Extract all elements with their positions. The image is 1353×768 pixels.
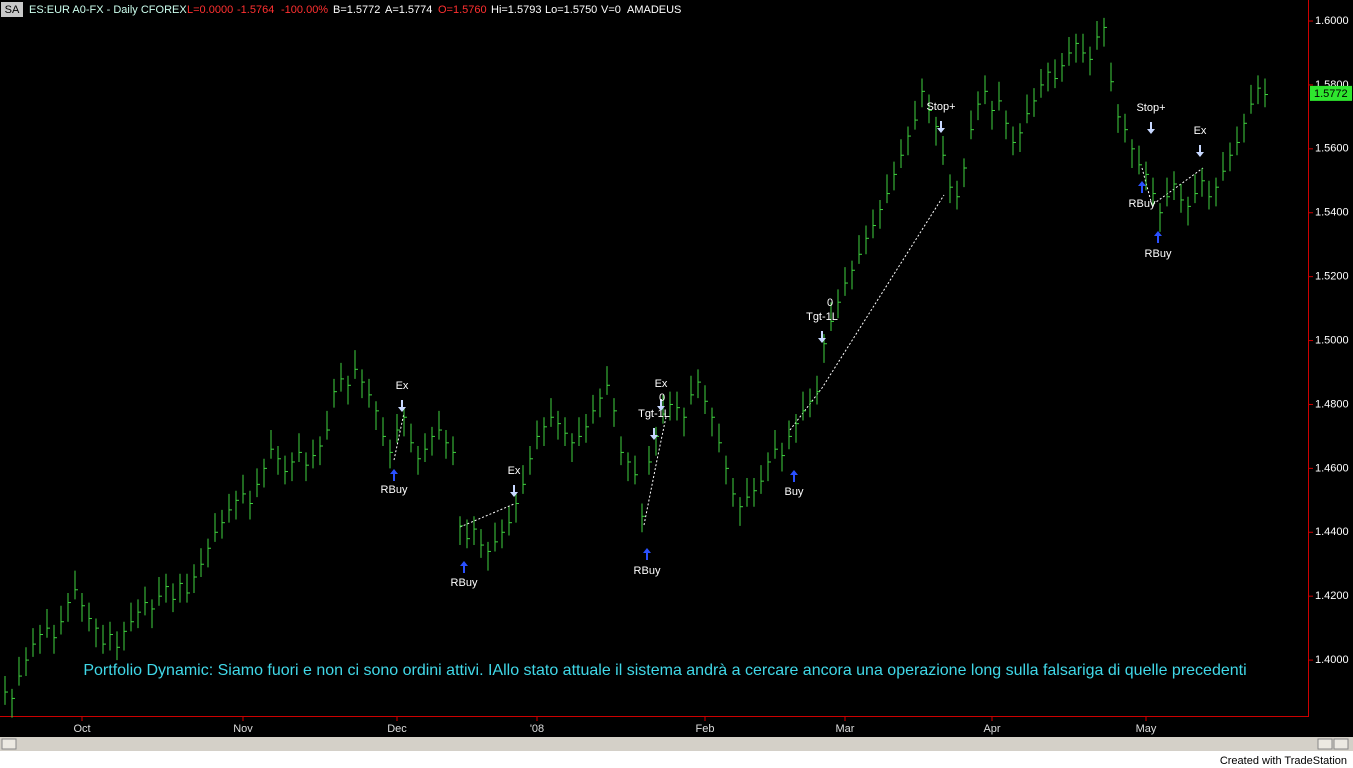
header-ask: A=1.5774 [385,4,432,16]
x-tick-label: Mar [836,723,855,735]
signal-label: Stop+ [1136,102,1165,114]
signal-arrow-down [650,428,658,440]
trade-line [1141,167,1204,206]
symbol-box[interactable] [1,2,23,17]
signal-arrow-up [1154,231,1162,243]
last-price-box [1310,85,1352,101]
signal-label: Ex [655,378,668,390]
signal-label: RBuy [1145,248,1172,260]
signal-arrow-up [390,469,398,481]
header-title: ES:EUR A0-FX - Daily CFOREX [29,4,187,16]
y-tick-label: 1.5600 [1315,143,1349,155]
footer: Created with TradeStation [1220,755,1347,767]
header: ES:EUR A0-FX - Daily CFOREX L=0.0000 -1.… [29,4,681,16]
header-bid: B=1.5772 [333,4,380,16]
trade-lines [393,167,1204,528]
signal-arrow-up [643,548,651,560]
scroll-end[interactable] [1333,738,1349,750]
signal-label: Tgt-1L [638,408,670,420]
header-low: Lo=1.5750 [545,4,597,16]
signal-label: RBuy [381,484,408,496]
signal-label: Tgt-1L [806,311,838,323]
signal-label: 0 [659,392,665,404]
y-tick-label: 1.4400 [1315,526,1349,538]
signal-arrow-up [460,561,468,573]
signal-arrow-down [1196,145,1204,157]
trade-line [459,503,515,528]
y-tick-label: 1.5400 [1315,207,1349,219]
price-axis-panel [1309,0,1353,716]
x-tick-label: May [1136,723,1157,735]
y-tick-label: 1.5200 [1315,271,1349,283]
x-tick-label: Dec [387,723,407,735]
y-tick-label: 1.4000 [1315,654,1349,666]
signal-label: RBuy [634,565,661,577]
last-price-label: 1.5772 [1314,88,1348,100]
y-tick-label: 1.4200 [1315,590,1349,602]
scroll-right[interactable] [1317,738,1333,750]
x-tick-label: Feb [696,723,715,735]
y-tick-label: 1.5000 [1315,334,1349,346]
trade-line [393,412,405,461]
signal-arrow-down [510,485,518,497]
symbol-box-text: SA [5,4,20,16]
header-change-pct: -100.00% [281,4,328,16]
x-tick-label: Nov [233,723,253,735]
y-tick-label: 1.4800 [1315,398,1349,410]
signal-label: RBuy [1129,198,1156,210]
x-tick-label: '08 [530,723,544,735]
signal-arrow-down [937,121,945,133]
signal-arrow-down [818,331,826,343]
header-open: O=1.5760 [438,4,487,16]
signal-label: Ex [508,465,521,477]
header-volume: V=0 [601,4,621,16]
annotation: Portfolio Dynamic: Siamo fuori e non ci … [83,662,1246,679]
header-account: AMADEUS [627,4,681,16]
x-tick-label: Oct [73,723,90,735]
signal-label: Stop+ [926,101,955,113]
x-tick-label: Apr [983,723,1000,735]
header-last: L=0.0000 [187,4,233,16]
signal-arrow-down [398,400,406,412]
signal-label: Buy [785,486,804,498]
signal-label: 0 [827,297,833,309]
signal-arrow-down [1147,122,1155,134]
status-bar [0,751,1353,768]
scrollbar[interactable] [0,737,1353,751]
trade-line [789,194,945,431]
signal-label: Ex [1194,125,1207,137]
scroll-left[interactable] [1,738,17,750]
y-tick-label: 1.6000 [1315,15,1349,27]
header-high: Hi=1.5793 [491,4,541,16]
signal-arrow-down [657,399,665,411]
y-tick-label: 1.4600 [1315,462,1349,474]
signal-arrow-up [1138,181,1146,193]
signal-arrow-up [790,470,798,482]
header-change: -1.5764 [237,4,274,16]
signal-label: Ex [396,380,409,392]
signal-label: RBuy [451,577,478,589]
price-bars [4,17,1268,718]
